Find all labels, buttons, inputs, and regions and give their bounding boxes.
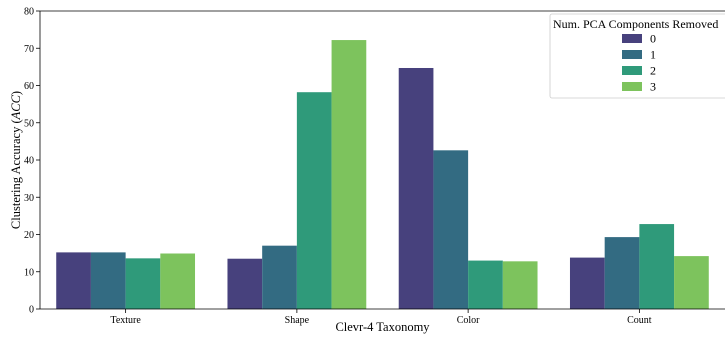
bar-texture-series-0 [56, 252, 91, 309]
y-tick-label: 70 [24, 44, 34, 55]
bar-texture-series-1 [90, 252, 126, 309]
legend-title: Num. PCA Components Removed [553, 17, 718, 31]
legend: Num. PCA Components Removed 0 1 2 3 [549, 13, 725, 99]
bar-color-series-3 [502, 261, 538, 309]
bar-count-series-3 [674, 256, 709, 309]
y-axis-label: Clustering Accuracy (ACC) [9, 91, 23, 229]
x-axis: Texture Shape Color Count [110, 309, 652, 326]
y-tick-label: 20 [24, 230, 34, 241]
y-axis-label-italic: ACC [9, 94, 23, 120]
y-tick-label: 60 [24, 81, 34, 92]
bar-color-series-0 [398, 67, 434, 310]
y-tick-label: 10 [24, 267, 34, 278]
bar-count-series-2 [639, 224, 675, 309]
bar-shape-series-0 [227, 258, 263, 309]
bar-count-series-1 [604, 237, 640, 309]
bar-shape-series-3 [331, 40, 367, 310]
y-tick-label: 40 [24, 156, 34, 167]
legend-label-2: 2 [650, 64, 656, 78]
x-axis-label: Clevr-4 Taxonomy [335, 320, 430, 334]
legend-label-0: 0 [650, 32, 656, 46]
x-tick-label: Color [457, 315, 480, 326]
bar-texture-series-3 [160, 253, 196, 309]
y-tick-label: 80 [24, 7, 34, 18]
legend-items: 0 1 2 3 [622, 32, 656, 94]
x-tick-label: Count [627, 315, 652, 326]
y-axis-label-suffix: ) [9, 91, 23, 95]
y-axis: 0 10 20 30 40 50 60 70 80 [24, 7, 40, 316]
x-tick-label: Texture [110, 315, 141, 326]
bar-count-series-0 [569, 257, 605, 309]
bar-color-series-2 [468, 260, 503, 309]
legend-swatch-3 [622, 82, 642, 91]
legend-swatch-1 [622, 50, 642, 59]
bar-color-series-1 [433, 150, 469, 309]
legend-swatch-0 [622, 34, 642, 43]
y-axis-label-prefix: Clustering Accuracy ( [9, 119, 23, 229]
legend-swatch-2 [622, 66, 642, 75]
bars [56, 40, 709, 310]
y-tick-label: 30 [24, 193, 34, 204]
bar-shape-series-1 [262, 245, 297, 309]
legend-label-3: 3 [650, 80, 656, 94]
y-tick-label: 50 [24, 118, 34, 129]
x-tick-label: Shape [285, 315, 310, 326]
bar-texture-series-2 [125, 258, 161, 309]
y-tick-label: 0 [29, 305, 34, 316]
bar-shape-series-2 [296, 92, 332, 309]
legend-label-1: 1 [650, 48, 656, 62]
